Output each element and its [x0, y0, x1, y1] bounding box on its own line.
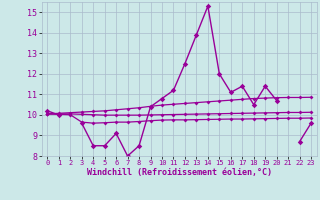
X-axis label: Windchill (Refroidissement éolien,°C): Windchill (Refroidissement éolien,°C): [87, 168, 272, 177]
